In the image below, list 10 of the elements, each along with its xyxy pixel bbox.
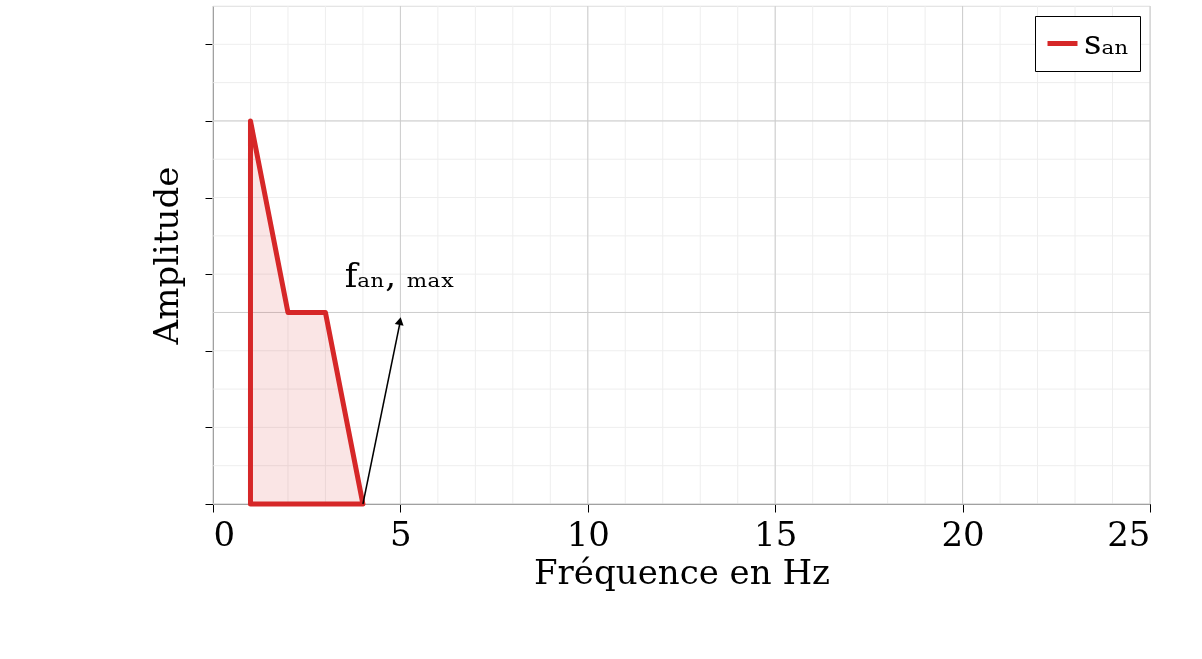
x-tick-label: 0 — [213, 513, 236, 554]
legend-label: sₐₙ — [1084, 21, 1130, 62]
annotation: fₐₙ, ₘₐₓ — [344, 255, 456, 295]
x-axis-title: Fréquence en Hz — [533, 551, 831, 592]
x-tick-label: 20 — [941, 513, 985, 554]
x-tick-label: 10 — [566, 513, 610, 554]
y-axis-title: Amplitude — [146, 166, 186, 346]
x-tick-label: 25 — [1107, 513, 1151, 554]
x-tick-label: 5 — [390, 513, 412, 554]
x-tick-label: 15 — [754, 513, 798, 554]
